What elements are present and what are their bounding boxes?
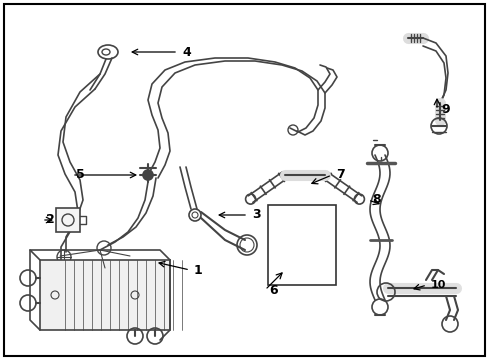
Ellipse shape (98, 45, 118, 59)
Bar (40, 260, 170, 330)
Text: 1: 1 (194, 264, 203, 276)
Ellipse shape (102, 49, 110, 55)
Bar (267, 205, 335, 285)
Text: 9: 9 (440, 104, 448, 117)
Text: 3: 3 (251, 208, 260, 221)
Text: 6: 6 (268, 284, 277, 297)
Circle shape (142, 170, 153, 180)
Text: 2: 2 (46, 213, 55, 226)
Text: 10: 10 (430, 280, 446, 290)
Text: 4: 4 (182, 45, 190, 58)
Text: 5: 5 (76, 168, 84, 181)
Bar (56, 208, 80, 232)
Text: 7: 7 (335, 168, 344, 181)
Text: 8: 8 (371, 193, 380, 207)
